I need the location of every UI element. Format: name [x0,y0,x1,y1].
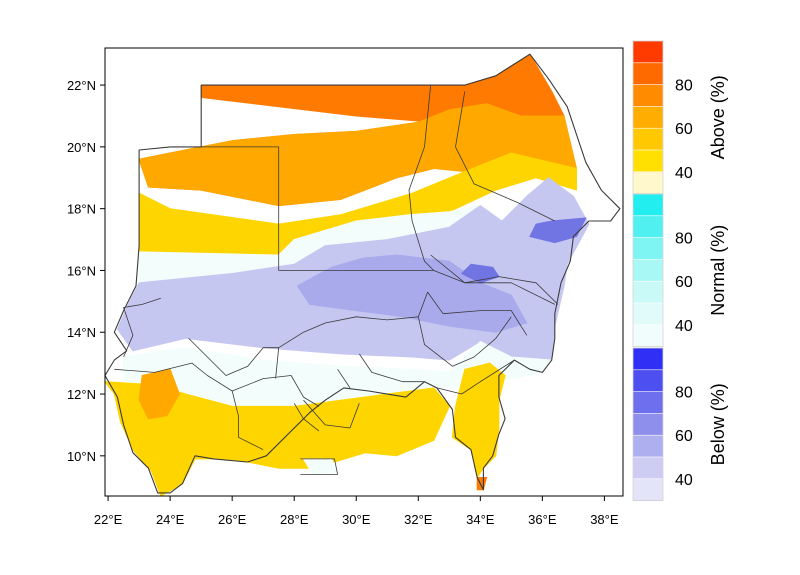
legend-tick-label: 60 [675,274,693,291]
state-border-19 [123,297,161,358]
legend-swatch [632,171,664,195]
legend-swatch [632,456,664,480]
legend-swatch [632,237,664,261]
lat-tick-label: 20°N [67,140,96,155]
map-frame-outline [104,47,624,497]
legend-swatch [632,302,664,326]
latitude-axis: 10°N 12°N 14°N 16°N 18°N 20°N 22°N [67,78,105,464]
state-border-11 [337,369,351,389]
legend-title: Normal (%) [708,225,728,316]
state-border-5 [455,91,555,222]
legend-swatch [632,127,664,151]
probability-fields [103,53,590,497]
legend-title: Below (%) [708,383,728,465]
lon-tick-label: 36°E [528,512,557,527]
field-above-40-9 [103,381,450,497]
country-outline [104,53,621,494]
lon-tick-label: 26°E [218,512,247,527]
legend-tick-label: 40 [675,318,693,335]
state-border-16 [293,403,320,432]
legend-tick-label: 60 [675,121,693,138]
legend-swatch [632,413,664,436]
state-border-15 [231,390,264,451]
state-border-12 [358,353,425,383]
legend-tick-label: 80 [675,385,693,402]
legend-swatch [632,193,664,217]
legend-swatch [632,324,664,348]
legend-bar-outline [632,347,664,501]
legend-swatch [632,280,664,304]
legend-tick-label: 40 [675,165,693,182]
lon-tick-label: 22°E [94,512,123,527]
state-border-6 [430,254,559,305]
state-border-18 [300,458,339,475]
lon-tick-label: 28°E [280,512,309,527]
state-border-7 [427,291,528,336]
lat-tick-label: 12°N [67,387,96,402]
legend-swatch [632,106,664,130]
lon-tick-label: 32°E [404,512,433,527]
field-below-80-6 [529,217,587,244]
state-border-13 [436,359,515,395]
lat-tick-label: 18°N [67,202,96,217]
legend-swatch [632,478,664,502]
longitude-axis: 22°E 24°E 26°E 28°E 30°E 32°E 34°E 36°E 38°E [94,496,619,527]
admin-borders [104,53,621,494]
lat-tick-label: 16°N [67,263,96,278]
probability-legend: 80 60 40 Above (%) 80 60 40 Normal (%) 80 60 40 Bel… [632,40,728,502]
state-border-17 [303,399,360,429]
state-border-9 [303,316,419,333]
legend-swatch [632,369,664,393]
legend-bar-outline [632,40,664,194]
state-border-2 [170,146,280,271]
legend-group-0: 80 60 40 Above (%) [632,40,728,195]
legend-swatch [632,40,664,64]
state-border-14 [188,338,279,376]
legend-bar-outline [632,193,664,347]
lat-tick-label: 14°N [67,325,96,340]
legend-title: Above (%) [708,75,728,159]
field-above-60-10 [138,368,180,420]
legend-group-2: 80 60 40 Below (%) [632,347,728,502]
legend-tick-label: 80 [675,231,693,248]
legend-swatch [632,391,664,415]
lon-tick-label: 38°E [590,512,619,527]
legend-tick-label: 80 [675,78,693,95]
legend-swatch [632,215,664,239]
legend-swatch [632,62,664,86]
lat-tick-label: 10°N [67,449,96,464]
lon-tick-label: 30°E [342,512,371,527]
legend-swatch [632,434,664,458]
lat-tick-label: 22°N [67,78,96,93]
lon-tick-label: 24°E [156,512,185,527]
legend-swatch [632,347,664,371]
map-plot-area [103,47,624,497]
legend-swatch [632,259,664,282]
lon-tick-label: 34°E [466,512,495,527]
legend-group-1: 80 60 40 Normal (%) [632,193,728,348]
state-border-4 [408,85,435,271]
legend-tick-label: 60 [675,428,693,445]
legend-swatch [632,149,664,173]
legend-tick-label: 40 [675,472,693,489]
legend-swatch [632,84,664,108]
